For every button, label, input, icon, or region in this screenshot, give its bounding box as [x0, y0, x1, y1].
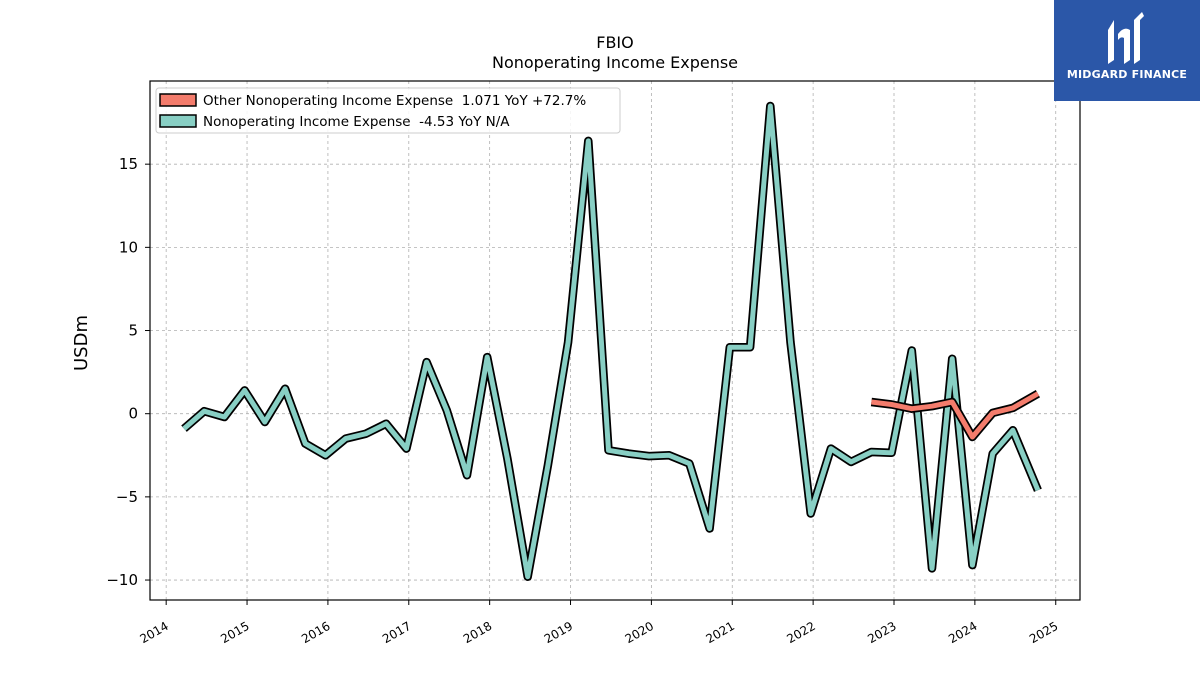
series-lines: [181, 101, 1042, 581]
y-axis-label: USDm: [71, 315, 92, 371]
legend-label-nonoperating: Nonoperating Income Expense -4.53 YoY N/…: [203, 114, 510, 130]
legend-box: [155, 87, 621, 134]
x-tick-label: 2020: [623, 619, 656, 646]
x-tick-label: 2022: [784, 619, 817, 646]
y-tick-label: 0: [128, 405, 138, 423]
x-tick-label: 2014: [137, 619, 170, 646]
y-tick-label: 10: [119, 238, 138, 256]
y-tick-label: −5: [116, 488, 138, 506]
x-tick-label: 2019: [542, 619, 575, 646]
legend-label-other-nonoperating: Other Nonoperating Income Expense 1.071 …: [203, 93, 586, 109]
series-line-nonoperating: [182, 103, 1041, 580]
y-axis: −10 −5 0 5 10 15: [106, 155, 150, 589]
x-tick-label: 2017: [380, 619, 413, 646]
x-tick-label: 2025: [1027, 619, 1060, 646]
logo-text: MIDGARD FINANCE: [1066, 68, 1188, 81]
series-outline-nonoperating: [181, 101, 1042, 581]
x-tick-label: 2016: [299, 619, 332, 646]
series-line-other-nonoperating: [871, 391, 1040, 440]
x-tick-label: 2021: [704, 619, 737, 646]
y-tick-label: 15: [119, 155, 138, 173]
logo-mark-icon: [1108, 12, 1144, 65]
chart-subtitle: Nonoperating Income Expense: [492, 53, 738, 72]
legend-swatch-nonoperating: [159, 114, 197, 128]
chart-title: FBIO: [596, 33, 634, 52]
x-axis: 2014 2015 2016 2017 2018 2019 2020 2021 2022 2023…: [137, 600, 1060, 646]
brand-logo: MIDGARD FINANCE: [1054, 0, 1200, 101]
x-tick-label: 2015: [218, 619, 251, 646]
legend-swatch-other-nonoperating: [159, 93, 197, 107]
legend: Other Nonoperating Income Expense 1.071 …: [155, 87, 621, 134]
plot-frame: [149, 80, 1081, 601]
x-tick-label: 2023: [865, 619, 898, 646]
x-tick-label: 2024: [946, 619, 979, 646]
y-tick-label: 5: [128, 322, 138, 340]
x-tick-label: 2018: [461, 619, 494, 646]
y-tick-label: −10: [106, 571, 138, 589]
